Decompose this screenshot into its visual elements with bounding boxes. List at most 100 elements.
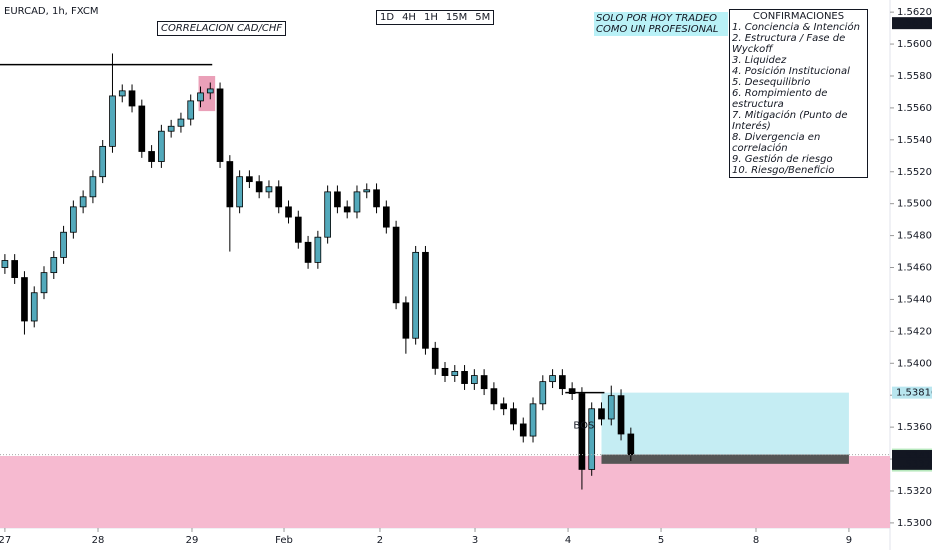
price-label: 1.53816: [896, 388, 932, 399]
candle-body: [412, 251, 419, 339]
y-tick-label: 1.53600: [897, 422, 932, 433]
candle-body: [304, 241, 312, 263]
x-tick-label: 3: [472, 535, 478, 546]
candle-body: [294, 216, 302, 243]
confirmation-item: 1. Conciencia & Intención: [732, 22, 860, 33]
price-label-box: [892, 17, 932, 30]
price-label: 1.53419: [896, 451, 932, 462]
y-tick-label: 1.53000: [897, 518, 932, 529]
timeframe-bar: 1D 4H 1H 15M 5M: [376, 10, 495, 25]
x-tick-label: 8: [753, 535, 759, 546]
candle-body: [382, 206, 390, 228]
confirmations-box: CONFIRMACIONES 1. Conciencia & Intención…: [729, 9, 868, 178]
x-tick-label: 27: [0, 535, 11, 546]
confirmation-item: 2. Estructura / Fase de Wyckoff: [732, 33, 846, 55]
candle-body: [148, 151, 155, 162]
candle-body: [128, 90, 136, 107]
candle-body: [324, 191, 331, 238]
candle-body: [402, 302, 410, 339]
candle-body: [167, 125, 175, 132]
timeframe: 1H: [423, 12, 438, 23]
x-tick-label: 4: [565, 535, 571, 546]
candle-body: [40, 272, 48, 294]
candle-body: [30, 292, 38, 322]
candle-body: [549, 375, 556, 383]
candle-body: [510, 408, 517, 425]
note: SOLO POR HOY TRADEO COMO UN PROFESIONAL: [594, 12, 728, 36]
candle-body: [314, 236, 322, 263]
candle-body: [21, 277, 28, 322]
candle-body: [236, 176, 243, 208]
candle-body: [216, 88, 224, 162]
candle-body: [343, 206, 351, 213]
y-tick-label: 1.54400: [897, 294, 932, 305]
candle-body: [559, 375, 566, 390]
x-tick-label: 5: [658, 535, 664, 546]
confirmation-item: 3. Liquidez: [732, 55, 787, 66]
y-tick-label: 1.55200: [897, 167, 932, 178]
zone: [198, 75, 216, 112]
candle-body: [285, 206, 292, 218]
y-tick-label: 1.53200: [897, 486, 932, 497]
candle-body: [70, 206, 77, 233]
candle-body: [99, 145, 107, 178]
candle-body: [177, 118, 185, 127]
y-tick-label: 1.54600: [897, 263, 932, 274]
candle-body: [500, 403, 508, 410]
candle-body: [529, 403, 537, 437]
candle-body: [246, 176, 253, 183]
bos-label: BOS: [573, 421, 594, 432]
symbol-title: EURCAD, 1h, FXCM: [4, 6, 99, 17]
candle-body: [578, 393, 586, 470]
candle-body: [187, 100, 195, 120]
timeframe: 15M: [445, 12, 468, 23]
candle-body: [431, 347, 439, 369]
x-tick-label: 9: [846, 535, 852, 546]
candle-body: [519, 423, 527, 437]
y-tick-label: 1.54800: [897, 231, 932, 242]
candle-body: [1, 260, 9, 268]
candle-body: [627, 433, 635, 455]
candle-body: [392, 226, 400, 304]
price-label: 1.53370: [896, 459, 932, 470]
zone: [0, 456, 890, 528]
candle-body: [539, 381, 547, 405]
candle-body: [353, 191, 361, 213]
candle-body: [197, 92, 204, 102]
candle-body: [617, 395, 625, 435]
y-tick-label: 1.54200: [897, 326, 932, 337]
price-label-box: [892, 386, 932, 399]
candle-body: [118, 90, 126, 97]
timeframe: 4H: [402, 12, 416, 23]
candle-body: [480, 375, 488, 390]
candle-body: [11, 260, 19, 278]
y-tick-label: 1.55800: [897, 71, 932, 82]
candle-body: [275, 186, 283, 208]
candle-body: [89, 176, 97, 198]
candle-body: [422, 251, 429, 349]
y-tick-label: 1.54000: [897, 358, 932, 369]
candle-body: [363, 189, 371, 193]
price-label-box: [892, 457, 932, 470]
y-tick-label: 1.56200: [897, 7, 932, 18]
candle-body: [226, 161, 234, 208]
confirmation-item: 9. Gestión de riesgo: [732, 154, 833, 165]
y-tick-label: 1.55400: [897, 135, 932, 146]
y-tick-label: 1.55600: [897, 103, 932, 114]
candle-body: [334, 191, 341, 208]
x-tick-label: 2: [377, 535, 383, 546]
candle-body: [373, 189, 380, 208]
confirmation-item: 7. Mitigación (Punto de Interés): [732, 110, 848, 132]
x-tick-label: 29: [186, 535, 199, 546]
candle-body: [206, 88, 214, 94]
candle-body: [441, 367, 449, 376]
confirmation-item: 6. Rompimiento de estructura: [732, 88, 828, 110]
candle-body: [79, 196, 87, 208]
candle-body: [60, 231, 67, 258]
timeframe: 5M: [475, 12, 491, 23]
candle-body: [461, 371, 468, 384]
candle-body: [568, 388, 576, 395]
